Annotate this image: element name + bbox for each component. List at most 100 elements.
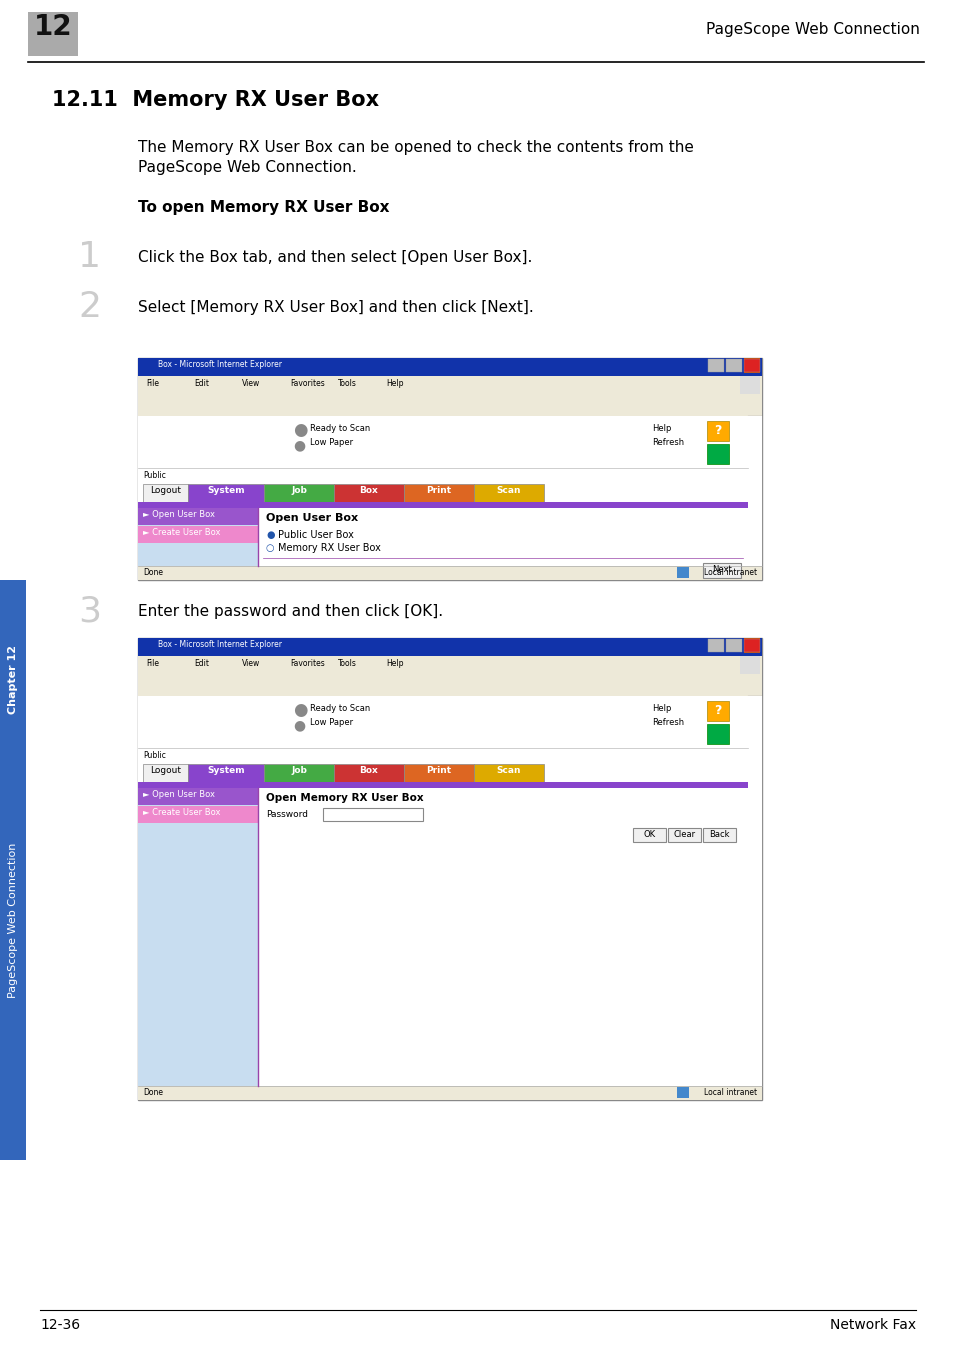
Text: Low Paper: Low Paper: [310, 438, 353, 448]
Text: ●: ●: [293, 438, 305, 452]
Text: ► Open User Box: ► Open User Box: [143, 510, 214, 519]
Bar: [138, 781, 747, 788]
Text: ?: ?: [714, 425, 720, 437]
Bar: [743, 638, 760, 653]
Bar: [706, 443, 728, 464]
Bar: [633, 827, 665, 842]
Text: Job: Job: [291, 485, 307, 495]
Bar: [143, 484, 188, 502]
Bar: [143, 764, 188, 781]
Text: Edit: Edit: [193, 379, 209, 388]
Bar: [138, 788, 257, 804]
Text: System: System: [207, 767, 245, 775]
Text: ► Create User Box: ► Create User Box: [143, 808, 220, 817]
Text: Ready to Scan: Ready to Scan: [310, 704, 370, 713]
Text: OK: OK: [642, 830, 655, 840]
Text: Ready to Scan: Ready to Scan: [310, 425, 370, 433]
Text: Local intranet: Local intranet: [703, 568, 757, 577]
Bar: [706, 700, 728, 721]
Text: Logout: Logout: [150, 767, 181, 775]
Bar: [725, 639, 741, 652]
Text: Help: Help: [386, 658, 403, 668]
Bar: [707, 360, 723, 372]
Text: Refresh: Refresh: [651, 718, 683, 727]
Text: The Memory RX User Box can be opened to check the contents from the: The Memory RX User Box can be opened to …: [138, 141, 693, 155]
Bar: [188, 484, 264, 502]
Bar: [743, 360, 760, 372]
Text: Next: Next: [711, 565, 731, 575]
Text: ► Open User Box: ► Open User Box: [143, 790, 214, 799]
Text: Select [Memory RX User Box] and then click [Next].: Select [Memory RX User Box] and then cli…: [138, 300, 533, 315]
Bar: [403, 484, 474, 502]
Text: To open Memory RX User Box: To open Memory RX User Box: [138, 200, 389, 215]
Text: 1: 1: [78, 241, 101, 274]
Text: PageScope Web Connection.: PageScope Web Connection.: [138, 160, 356, 174]
Text: Help: Help: [651, 425, 671, 433]
Bar: [702, 827, 735, 842]
Text: Clear: Clear: [673, 830, 695, 840]
Text: ●: ●: [293, 420, 307, 439]
Text: 2: 2: [78, 289, 101, 324]
Bar: [725, 360, 741, 372]
Bar: [138, 502, 747, 508]
Text: PageScope Web Connection: PageScope Web Connection: [705, 22, 919, 37]
Bar: [138, 696, 761, 1086]
Text: Refresh: Refresh: [651, 438, 683, 448]
Bar: [707, 639, 723, 652]
Bar: [702, 562, 740, 579]
Text: ●: ●: [293, 700, 307, 719]
Text: 12: 12: [33, 14, 72, 41]
Text: Print: Print: [426, 485, 451, 495]
Bar: [743, 639, 760, 652]
Bar: [138, 806, 257, 823]
Text: ●: ●: [266, 530, 274, 539]
Bar: [138, 416, 761, 566]
Text: Public: Public: [143, 470, 166, 480]
Bar: [138, 638, 761, 656]
Bar: [667, 827, 700, 842]
Text: System: System: [207, 485, 245, 495]
Bar: [264, 484, 334, 502]
Text: 12-36: 12-36: [40, 1318, 80, 1332]
Text: Done: Done: [143, 1088, 163, 1096]
Text: ○: ○: [266, 544, 274, 553]
Text: Password: Password: [266, 810, 308, 819]
Bar: [706, 420, 728, 441]
Text: Network Fax: Network Fax: [829, 1318, 915, 1332]
Bar: [677, 1087, 688, 1098]
Bar: [747, 696, 761, 1086]
Text: View: View: [242, 379, 260, 388]
Text: Box - Microsoft Internet Explorer: Box - Microsoft Internet Explorer: [158, 639, 282, 649]
Bar: [334, 484, 403, 502]
Text: Local intranet: Local intranet: [703, 1088, 757, 1096]
Text: Back: Back: [708, 830, 729, 840]
Bar: [188, 764, 264, 781]
Bar: [138, 638, 761, 1101]
Bar: [28, 12, 78, 55]
Text: Help: Help: [386, 379, 403, 388]
Bar: [474, 484, 543, 502]
Bar: [138, 358, 761, 376]
Bar: [138, 376, 761, 393]
Bar: [138, 566, 761, 580]
Text: Click the Box tab, and then select [Open User Box].: Click the Box tab, and then select [Open…: [138, 250, 532, 265]
Text: Scan: Scan: [497, 767, 520, 775]
Bar: [138, 656, 761, 675]
Bar: [334, 764, 403, 781]
Bar: [138, 675, 761, 696]
Text: File: File: [146, 379, 159, 388]
Text: Box: Box: [359, 485, 378, 495]
Bar: [743, 358, 760, 373]
Bar: [740, 656, 760, 675]
Text: Job: Job: [291, 767, 307, 775]
Text: Memory RX User Box: Memory RX User Box: [277, 544, 380, 553]
Text: Chapter 12: Chapter 12: [8, 645, 18, 714]
Text: Scan: Scan: [497, 485, 520, 495]
Bar: [138, 508, 257, 525]
Bar: [323, 808, 422, 821]
Text: Public User Box: Public User Box: [277, 530, 354, 539]
Bar: [264, 764, 334, 781]
Text: Tools: Tools: [337, 379, 356, 388]
Text: 3: 3: [78, 594, 101, 627]
Text: Help: Help: [651, 704, 671, 713]
